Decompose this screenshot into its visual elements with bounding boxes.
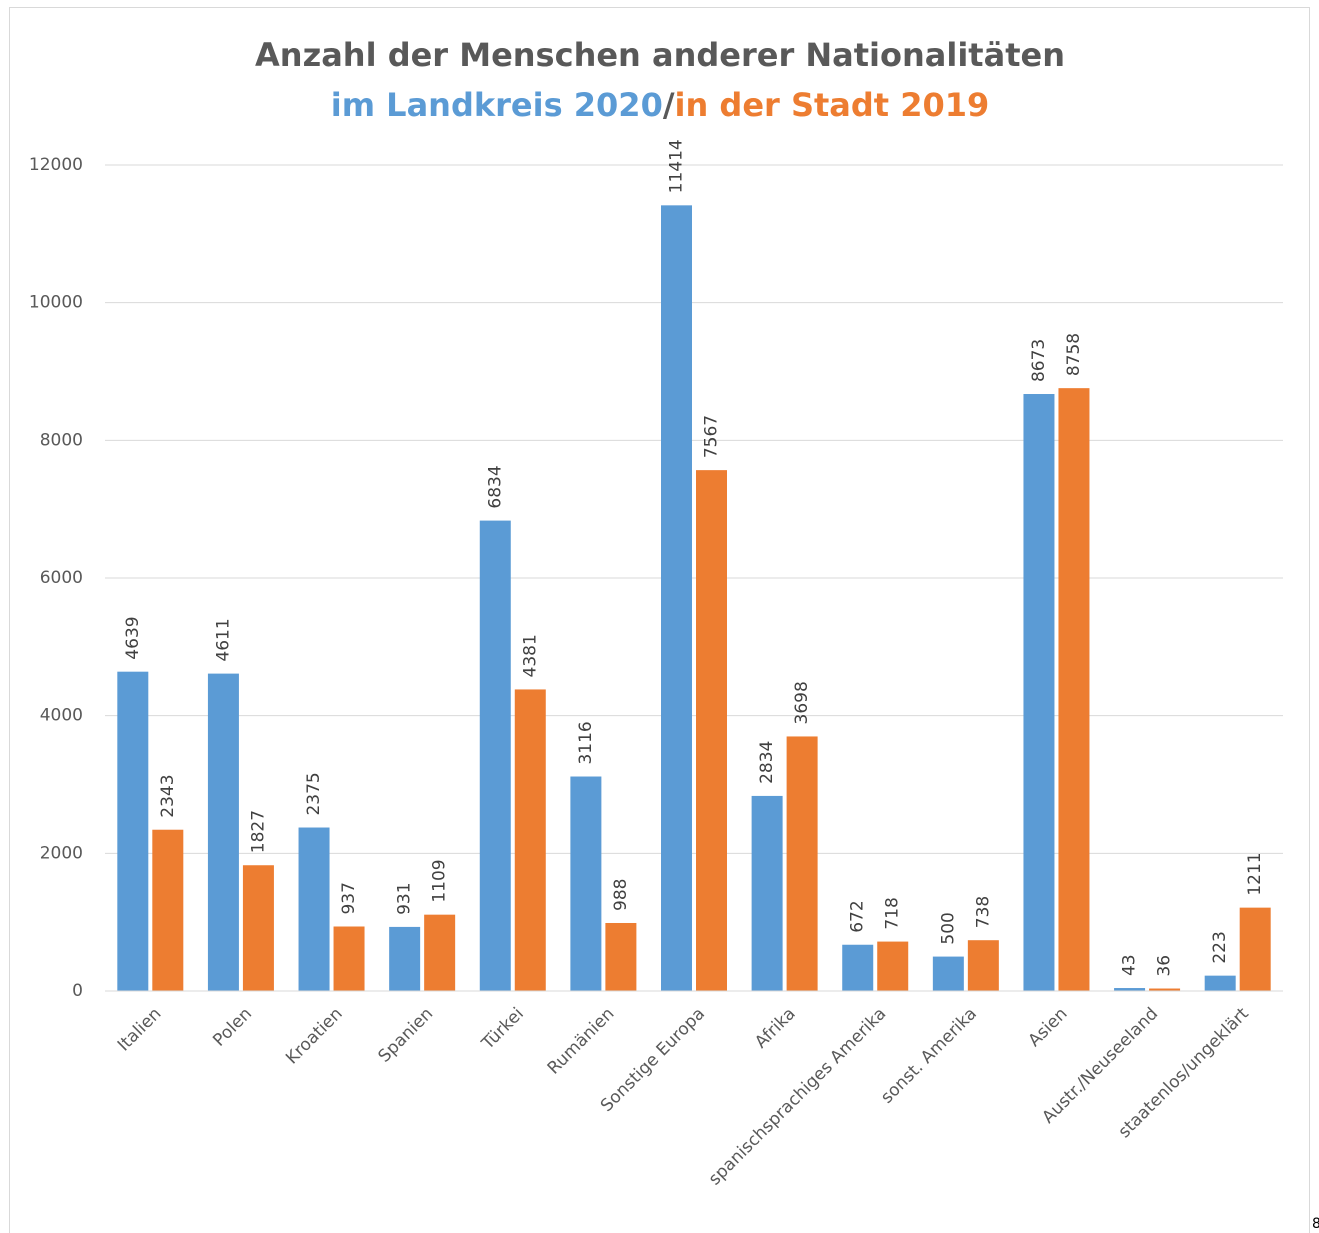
value-label: 931	[395, 882, 415, 914]
value-label: 36	[1155, 955, 1175, 977]
chart-subtitle: im Landkreis 2020/in der Stadt 2019	[331, 86, 990, 124]
bar	[842, 944, 874, 991]
bar	[424, 914, 456, 991]
y-tick-label: 0	[72, 981, 83, 1001]
y-tick-label: 6000	[40, 568, 83, 588]
bar	[877, 941, 909, 991]
bar	[514, 689, 546, 991]
y-tick-label: 2000	[40, 843, 83, 863]
bar	[242, 865, 274, 991]
value-label: 500	[938, 912, 958, 944]
bar	[605, 922, 637, 991]
bar	[333, 926, 365, 991]
bar	[1204, 975, 1236, 991]
bar	[479, 520, 511, 991]
x-tick-label: Polen	[209, 1004, 256, 1051]
bar	[389, 926, 421, 991]
y-tick-label: 8000	[40, 430, 83, 450]
y-tick-label: 10000	[29, 293, 83, 313]
bar	[117, 671, 149, 991]
subtitle-separator: /	[663, 86, 675, 124]
x-tick-label: spanischsprachiges Amerika	[705, 1004, 890, 1189]
value-label: 738	[973, 896, 993, 928]
value-label: 1827	[248, 810, 268, 853]
value-label: 223	[1210, 931, 1230, 963]
value-label: 2375	[304, 772, 324, 815]
x-tick-label: Italien	[114, 1004, 165, 1055]
value-label: 11414	[667, 139, 687, 193]
x-tick-label: Kroatien	[282, 1004, 347, 1069]
bar	[207, 673, 239, 991]
value-label: 4611	[213, 618, 233, 661]
value-label: 3698	[792, 681, 812, 724]
bar	[1239, 907, 1271, 991]
bar	[1114, 988, 1146, 991]
value-label: 718	[883, 897, 903, 929]
value-label: 43	[1120, 954, 1140, 976]
value-label: 672	[848, 900, 868, 932]
value-label: 4381	[520, 634, 540, 677]
value-label: 8758	[1064, 333, 1084, 376]
value-label: 988	[611, 879, 631, 911]
x-tick-label: Asien	[1025, 1004, 1072, 1051]
y-tick-label: 4000	[40, 706, 83, 726]
value-label: 6834	[485, 465, 505, 508]
value-label: 1109	[430, 859, 450, 902]
value-label: 2834	[757, 741, 777, 784]
subtitle-series-2: in der Stadt 2019	[675, 86, 990, 124]
x-tick-label: Spanien	[374, 1004, 437, 1067]
value-label: 8673	[1029, 339, 1049, 382]
bar	[932, 956, 964, 991]
x-tick-label: sonst. Amerika	[877, 1004, 981, 1108]
bar	[696, 470, 727, 991]
bar	[1023, 394, 1055, 991]
bar	[152, 829, 184, 991]
value-label: 937	[339, 882, 359, 914]
bar	[570, 776, 602, 991]
subtitle-series-1: im Landkreis 2020	[331, 86, 663, 124]
chart-frame	[9, 7, 1310, 1233]
bar	[1058, 388, 1090, 991]
bar	[786, 736, 818, 991]
x-tick-label: Afrika	[751, 1004, 800, 1053]
bar	[298, 827, 330, 991]
bar	[661, 205, 692, 992]
footer-text: 8	[1312, 1216, 1319, 1232]
value-label: 1211	[1245, 852, 1265, 895]
x-tick-label: Türkei	[477, 1004, 527, 1054]
bar	[967, 940, 999, 991]
y-tick-label: 12000	[29, 155, 83, 175]
value-label: 4639	[123, 616, 143, 659]
chart-title: Anzahl der Menschen anderer Nationalität…	[255, 36, 1065, 74]
value-label: 7567	[702, 415, 722, 458]
value-label: 3116	[576, 721, 596, 764]
value-label: 2343	[158, 774, 178, 817]
bar	[1149, 988, 1181, 991]
bar	[751, 795, 783, 991]
x-tick-label: Rumänien	[544, 1004, 619, 1079]
